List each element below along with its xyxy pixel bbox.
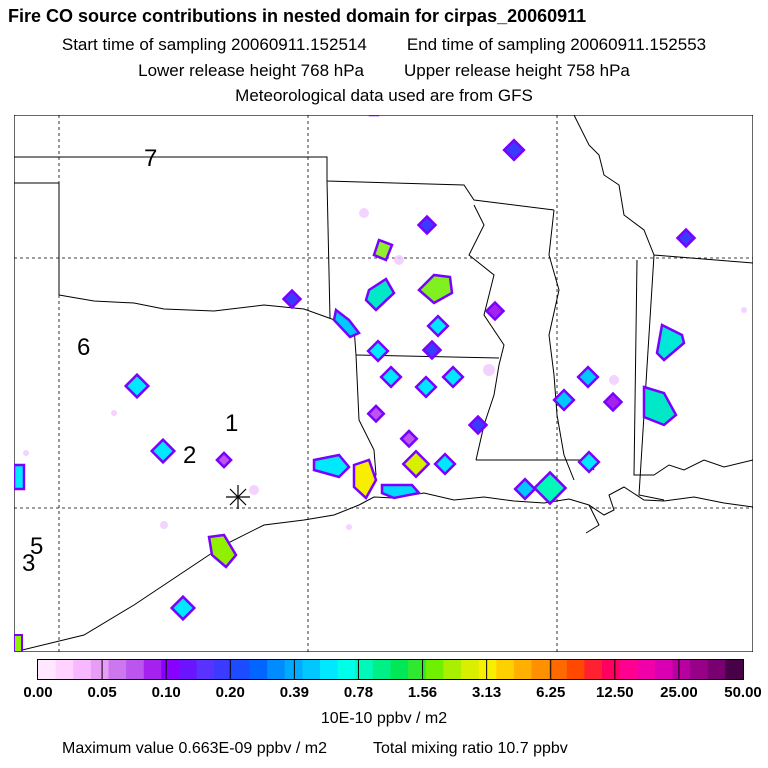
colorbar-swatch bbox=[372, 660, 392, 679]
colorbar-swatch bbox=[231, 660, 251, 679]
colorbar-swatch bbox=[302, 660, 321, 679]
colorbar-swatch bbox=[602, 660, 621, 679]
colorbar-tick-label: 0.20 bbox=[215, 684, 245, 701]
plume-patches bbox=[14, 115, 747, 652]
colorbar-swatch bbox=[461, 660, 480, 679]
colorbar-swatch bbox=[214, 660, 233, 679]
upper-height-label: Upper release height 758 hPa bbox=[404, 61, 630, 80]
colorbar-swatch bbox=[38, 660, 57, 679]
colorbar-tick-label: 0.39 bbox=[279, 684, 309, 701]
colorbar-ticks: 0.00 0.05 0.10 0.20 0.39 0.78 1.56 3.13 6.25 12.5… bbox=[0, 684, 768, 706]
colorbar-units: 10E-10 ppbv / m2 bbox=[320, 710, 448, 727]
maximum-value-label: Maximum value 0.663E-09 ppbv / m2 bbox=[62, 740, 328, 757]
colorbar-swatch bbox=[267, 660, 286, 679]
sampling-times: Start time of sampling 20060911.152514 En… bbox=[0, 35, 768, 55]
colorbar-swatch bbox=[425, 660, 444, 679]
map-panel: 7 6 1 2 5 3 bbox=[14, 115, 753, 652]
end-time-label: End time of sampling 20060911.152553 bbox=[406, 35, 707, 54]
colorbar-swatch bbox=[584, 660, 603, 679]
colorbar-tick-label: 12.50 bbox=[596, 684, 634, 701]
colorbar-swatch bbox=[672, 660, 691, 679]
colorbar-tick-label: 6.25 bbox=[536, 684, 566, 701]
start-time-label: Start time of sampling 20060911.152514 bbox=[61, 35, 367, 54]
colorbar-tick-label: 3.13 bbox=[472, 684, 502, 701]
colorbar-swatch bbox=[496, 660, 515, 679]
colorbar-swatch bbox=[390, 660, 409, 679]
receptor-marker bbox=[226, 485, 250, 509]
colorbar-swatch bbox=[108, 660, 127, 679]
colorbar-swatch bbox=[637, 660, 656, 679]
colorbar-swatch bbox=[408, 660, 427, 679]
region-labels: 7 6 1 2 5 3 bbox=[22, 145, 238, 577]
region-label: 1 bbox=[225, 410, 238, 437]
colorbar bbox=[37, 659, 744, 680]
colorbar-tick-label: 0.78 bbox=[343, 684, 374, 701]
colorbar-swatch bbox=[707, 660, 726, 679]
colorbar-swatch bbox=[725, 660, 744, 679]
colorbar-swatch bbox=[478, 660, 497, 679]
map-canvas: 7 6 1 2 5 3 bbox=[14, 115, 753, 652]
colorbar-swatch bbox=[619, 660, 638, 679]
colorbar-swatch bbox=[566, 660, 585, 679]
colorbar-swatch bbox=[443, 660, 462, 679]
colorbar-swatch bbox=[126, 660, 145, 679]
colorbar-swatch bbox=[531, 660, 550, 679]
met-data-label: Meteorological data used are from GFS bbox=[235, 86, 533, 105]
colorbar-swatch bbox=[549, 660, 568, 679]
colorbar-swatch bbox=[73, 660, 92, 679]
colorbar-swatch bbox=[320, 660, 339, 679]
colorbar-swatch bbox=[179, 660, 198, 679]
colorbar-tick-label: 0.00 bbox=[23, 684, 53, 701]
colorbar-swatch bbox=[55, 660, 74, 679]
map-frame bbox=[14, 115, 753, 652]
lower-height-label: Lower release height 768 hPa bbox=[138, 61, 364, 80]
colorbar-swatch bbox=[355, 660, 374, 679]
region-label: 2 bbox=[183, 442, 196, 469]
coastline bbox=[14, 486, 753, 652]
region-label: 7 bbox=[144, 145, 157, 172]
region-label: 6 bbox=[77, 334, 90, 361]
colorbar-tick-label: 25.00 bbox=[660, 684, 698, 701]
colorbar-swatch bbox=[161, 660, 180, 679]
region-label: 3 bbox=[22, 550, 35, 577]
release-heights: Lower release height 768 hPa Upper releas… bbox=[0, 61, 768, 81]
colorbar-swatch bbox=[249, 660, 268, 679]
colorbar-swatch bbox=[90, 660, 110, 679]
colorbar-swatch bbox=[143, 660, 162, 679]
colorbar-swatch bbox=[196, 660, 215, 679]
total-mixing-ratio-label: Total mixing ratio 10.7 ppbv bbox=[373, 740, 568, 757]
colorbar-tick-label: 50.00 bbox=[724, 684, 762, 701]
colorbar-tick-label: 1.56 bbox=[407, 684, 438, 701]
colorbar-swatch bbox=[337, 660, 356, 679]
colorbar-swatch bbox=[654, 660, 674, 679]
region-label: 5 bbox=[30, 533, 43, 560]
colorbar-tick-label: 0.10 bbox=[151, 684, 181, 701]
chart-title: Fire CO source contributions in nested d… bbox=[8, 6, 587, 26]
colorbar-swatches bbox=[38, 660, 744, 679]
colorbar-swatch bbox=[513, 660, 533, 679]
colorbar-tick-label: 0.05 bbox=[87, 684, 117, 701]
colorbar-swatch bbox=[690, 660, 709, 679]
footer: Maximum value 0.663E-09 ppbv / m2 Total m… bbox=[62, 740, 568, 758]
